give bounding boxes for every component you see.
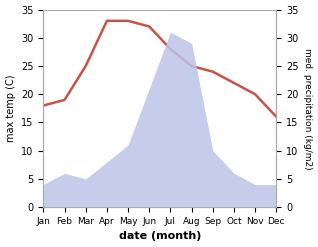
X-axis label: date (month): date (month) (119, 231, 201, 242)
Y-axis label: med. precipitation (kg/m2): med. precipitation (kg/m2) (303, 48, 313, 169)
Y-axis label: max temp (C): max temp (C) (5, 75, 16, 142)
